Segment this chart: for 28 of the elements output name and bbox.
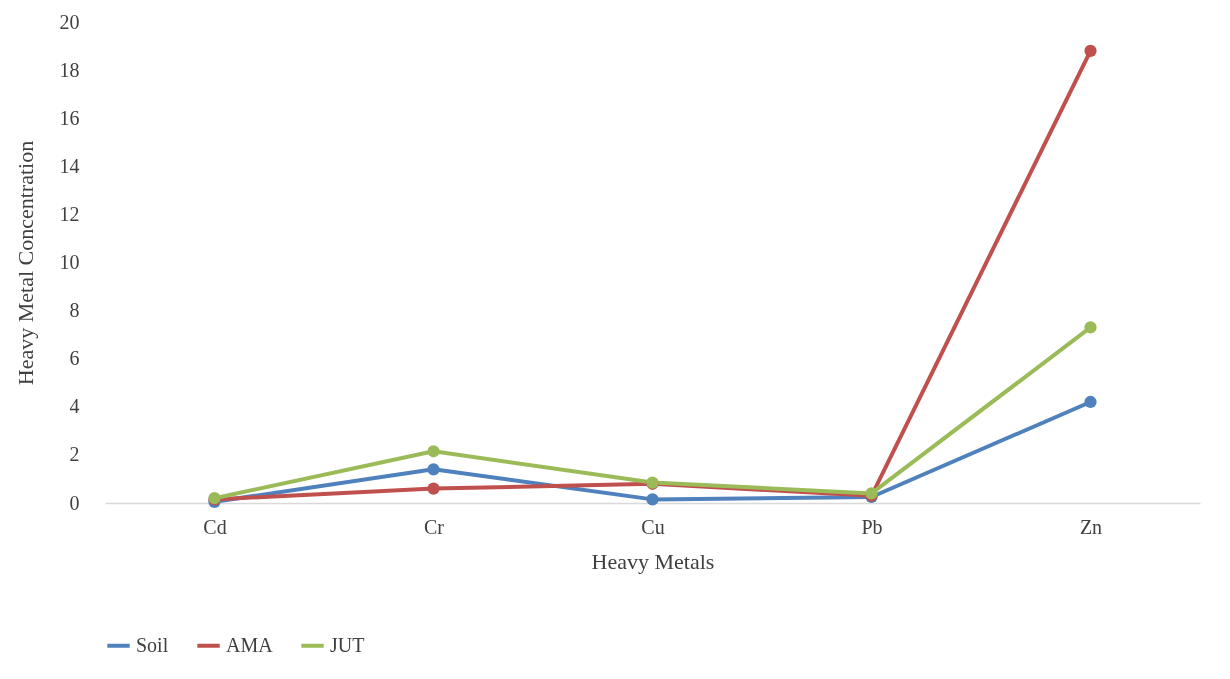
x-tick-label: Cu	[641, 515, 665, 538]
legend-label: Soil	[136, 633, 169, 656]
point	[427, 482, 440, 495]
x-axis-title: Heavy Metals	[591, 548, 715, 574]
x-tick-label: Cd	[203, 515, 227, 538]
point	[1084, 321, 1097, 334]
legend-label: AMA	[226, 633, 274, 656]
y-tick-label: 2	[69, 443, 80, 466]
point	[427, 445, 440, 458]
point	[1084, 395, 1097, 409]
y-tick-label: 10	[59, 251, 80, 273]
y-tick-label: 12	[59, 202, 80, 225]
x-tick-label: Cr	[424, 515, 445, 538]
y-tick-label: 8	[69, 299, 80, 322]
y-tick-label: 14	[59, 154, 80, 177]
legend-label: JUT	[330, 633, 365, 656]
y-axis-title: Heavy Metal Concentration	[12, 140, 38, 386]
x-tick-label: Pb	[861, 515, 883, 538]
y-tick-label: 18	[59, 58, 80, 81]
point	[646, 493, 659, 506]
y-tick-label: 20	[59, 10, 80, 33]
y-tick-label: 16	[59, 106, 80, 129]
x-tick-label: Zn	[1079, 515, 1103, 538]
y-tick-label: 4	[69, 395, 80, 418]
y-tick-label: 6	[69, 347, 80, 370]
point	[427, 463, 440, 476]
y-tick-label: 0	[69, 491, 80, 514]
point	[1084, 44, 1097, 57]
